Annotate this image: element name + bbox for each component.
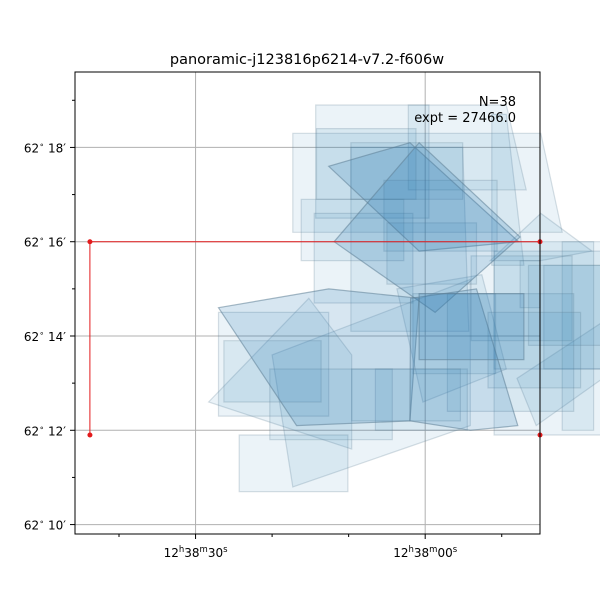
- footprint: [315, 128, 417, 200]
- footprint: [333, 141, 521, 314]
- x-tick-label: 12h38m00s: [393, 545, 458, 560]
- footprint: [493, 250, 600, 436]
- footprint: [527, 264, 600, 346]
- footprint: [350, 146, 470, 332]
- footprint: [516, 323, 600, 427]
- plot-frame: [74, 71, 541, 535]
- footprint: [238, 434, 349, 493]
- annotation-exptime: expt = 27466.0: [414, 111, 516, 126]
- region-vertex: [87, 432, 93, 438]
- y-tick-label: 62∘ 14′: [24, 329, 66, 344]
- x-tick-label: 12h38m30s: [164, 545, 229, 560]
- footprint: [386, 222, 478, 285]
- footprint: [561, 241, 595, 431]
- footprint: [493, 241, 600, 370]
- footprint: [300, 198, 405, 262]
- footprint: [446, 293, 575, 412]
- chart-title: panoramic-j123816p6214-v7.2-f606w: [170, 52, 444, 68]
- footprint: [217, 311, 330, 417]
- footprint: [487, 311, 582, 389]
- axis-layer: 12h38m30s12h38m00s12h37m30s62∘ 10′62∘ 12…: [24, 99, 503, 560]
- y-tick-label: 62∘ 18′: [24, 140, 66, 155]
- y-tick-label: 62∘ 16′: [24, 235, 66, 250]
- footprint: [217, 288, 420, 427]
- y-tick-label: 62∘ 12′: [24, 423, 66, 438]
- footprint: [271, 278, 471, 488]
- footprint: [207, 297, 353, 450]
- footprint-layer: [207, 104, 600, 493]
- annotation-count: N=38: [479, 95, 516, 110]
- y-tick-label: 62∘ 10′: [24, 518, 66, 533]
- footprint: [292, 132, 563, 233]
- footprint: [418, 293, 525, 361]
- footprint: [223, 340, 322, 403]
- footprint: [269, 368, 393, 441]
- footprint: [491, 113, 525, 266]
- footprint: [327, 142, 521, 252]
- footprint: [315, 104, 430, 219]
- footprint: [488, 212, 594, 262]
- footprint: [470, 255, 573, 342]
- footprint: [543, 264, 600, 370]
- region-vertex: [87, 239, 93, 245]
- footprint: [351, 368, 461, 422]
